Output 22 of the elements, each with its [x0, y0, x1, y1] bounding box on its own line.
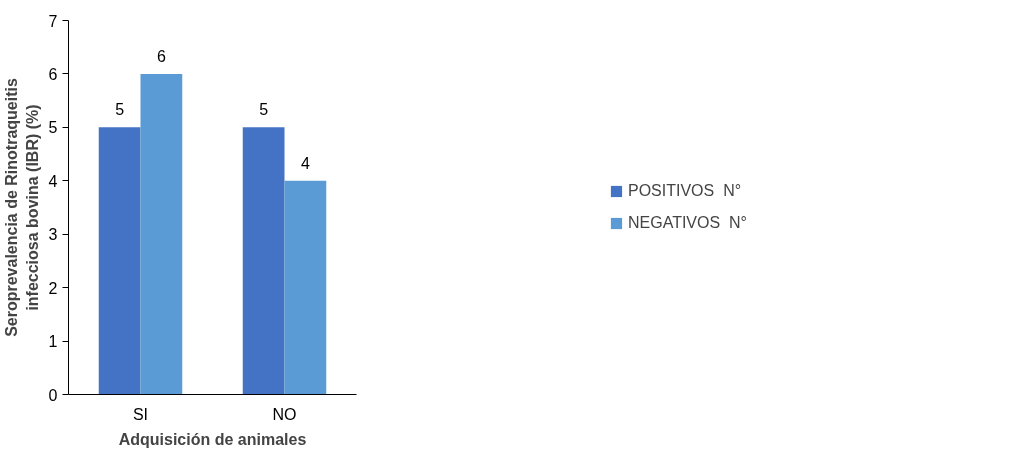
data-label: 4 [300, 154, 310, 172]
bar [98, 127, 141, 395]
data-label: 5 [115, 101, 125, 119]
x-tick-label: SI [132, 405, 149, 423]
y-tick-label: 5 [48, 119, 58, 137]
y-tick-label: 2 [48, 279, 58, 297]
bar [284, 180, 327, 395]
data-label: 6 [156, 47, 166, 65]
x-axis-title: Adquisición de animales [118, 430, 307, 448]
y-tick-label: 4 [48, 172, 58, 190]
x-tick-label: NO [272, 405, 297, 423]
y-tick-label: 1 [48, 333, 58, 351]
bar [242, 127, 285, 395]
legend-label: POSITIVOS N° [627, 182, 742, 200]
data-label: 5 [259, 101, 269, 119]
y-tick-label: 0 [48, 386, 58, 404]
y-tick-label: 7 [48, 12, 58, 30]
y-axis-title: Seroprevalencia de Rinotraqueitis infecciosa bovina (IBR) (%) [3, 78, 41, 337]
legend-label: NEGATIVOS N° [627, 214, 748, 232]
y-tick-label: 6 [48, 65, 58, 83]
bar [140, 73, 183, 395]
y-tick-label: 3 [48, 226, 58, 244]
